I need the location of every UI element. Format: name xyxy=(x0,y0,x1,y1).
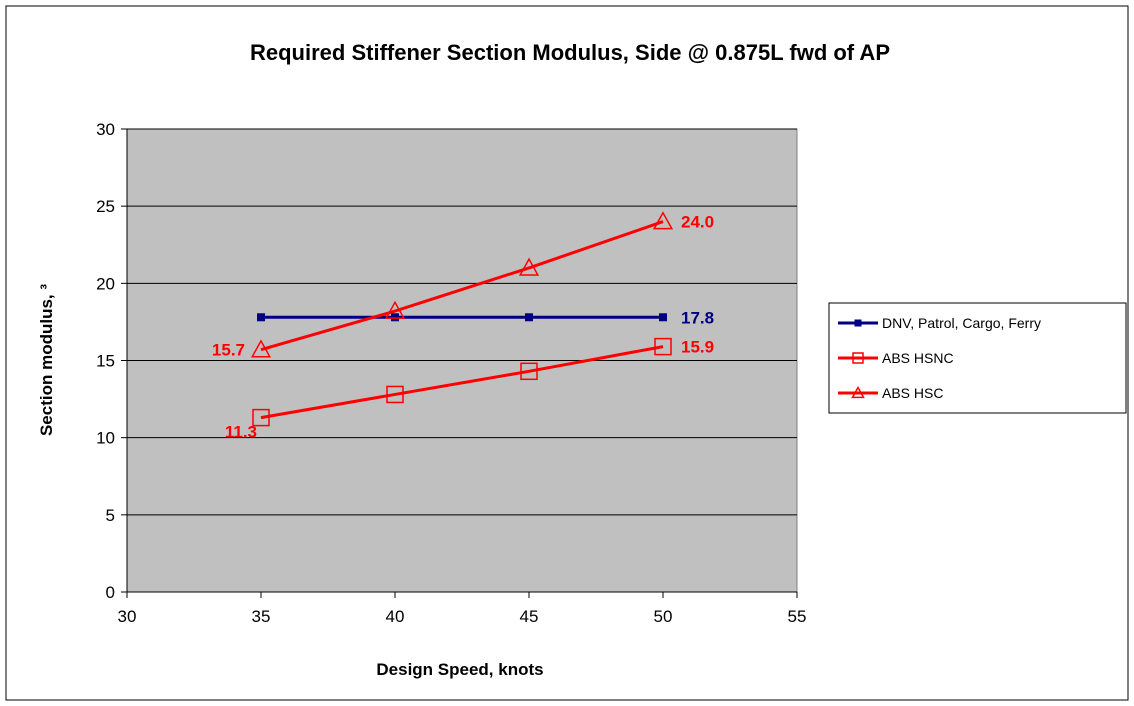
x-tick-label: 40 xyxy=(386,607,405,626)
series-line-2 xyxy=(260,220,664,352)
gridlines xyxy=(127,128,797,516)
series-0 xyxy=(257,313,667,322)
data-label: 24.0 xyxy=(681,213,714,232)
x-tick-label: 50 xyxy=(654,607,673,626)
data-point-2-3 xyxy=(652,211,674,230)
data-point-0-0 xyxy=(257,313,265,322)
chart-title: Required Stiffener Section Modulus, Side… xyxy=(250,40,890,65)
legend-box xyxy=(828,302,1127,414)
y-tick-label: 5 xyxy=(106,506,115,525)
data-point-2-2 xyxy=(518,257,540,276)
y-tick-label: 0 xyxy=(106,583,115,602)
data-point-0-1 xyxy=(391,313,399,322)
axes xyxy=(121,128,798,598)
series-2 xyxy=(250,211,674,358)
data-labels-group: 17.8 11.3 15.9 15.7 24.0 xyxy=(212,213,714,442)
data-point-1-3 xyxy=(654,337,672,356)
tick-labels: 0 5 10 15 20 25 30 30 35 40 45 50 55 xyxy=(96,120,806,626)
data-label: 15.9 xyxy=(681,338,714,357)
x-tick-label: 45 xyxy=(520,607,539,626)
x-tick-label: 30 xyxy=(118,607,137,626)
data-point-0-3 xyxy=(659,313,667,322)
data-label: 11.3 xyxy=(225,423,257,442)
y-tick-label: 30 xyxy=(96,120,115,139)
data-point-2-1 xyxy=(384,300,406,319)
legend-marker-2 xyxy=(851,385,865,399)
series-group xyxy=(250,211,674,427)
y-tick-label: 20 xyxy=(96,274,115,293)
series-1 xyxy=(252,337,672,427)
y-tick-label: 10 xyxy=(96,429,115,448)
y-tick-label: 25 xyxy=(96,197,115,216)
legend: DNV, Patrol, Cargo, Ferry ABS HSNC ABS HSC xyxy=(828,302,1127,414)
x-axis-title: Design Speed, knots xyxy=(376,660,543,679)
data-point-1-1 xyxy=(386,385,404,404)
data-label: 15.7 xyxy=(212,341,245,360)
y-tick-label: 15 xyxy=(96,352,115,371)
legend-marker-0 xyxy=(854,319,862,327)
data-point-1-0 xyxy=(252,408,270,427)
series-line-1 xyxy=(260,345,664,420)
x-tick-label: 55 xyxy=(788,607,807,626)
y-axis-title: Section modulus, ³ xyxy=(37,284,56,436)
legend-label: ABS HSNC xyxy=(882,350,954,366)
data-point-2-0 xyxy=(250,339,272,358)
x-tick-label: 35 xyxy=(252,607,271,626)
legend-label: ABS HSC xyxy=(882,385,943,401)
legend-label: DNV, Patrol, Cargo, Ferry xyxy=(882,315,1041,331)
data-label: 17.8 xyxy=(681,308,714,327)
data-point-0-2 xyxy=(525,313,533,322)
legend-marker-1 xyxy=(852,352,864,364)
data-point-1-2 xyxy=(520,362,538,381)
